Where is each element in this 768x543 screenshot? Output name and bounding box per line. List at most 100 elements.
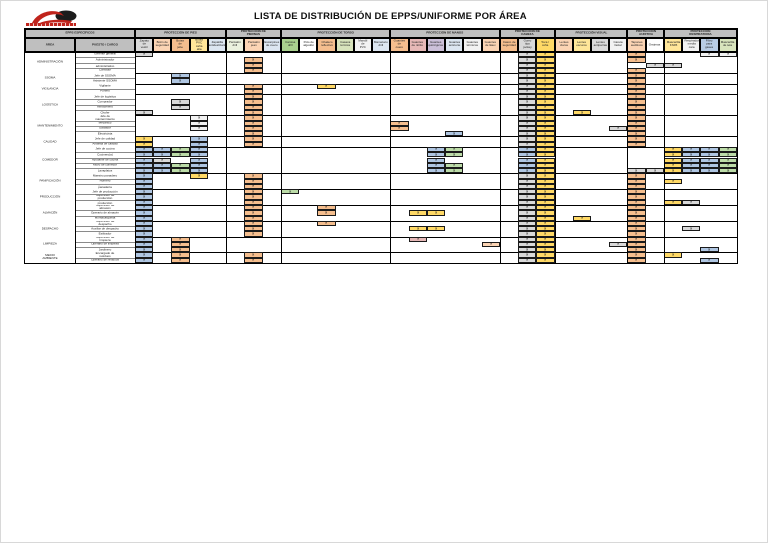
- epp-mark-cell-label: X: [635, 68, 638, 72]
- cargo-cell: Supervisor de limpieza: [75, 236, 135, 242]
- epp-mark-cell-label: X: [143, 158, 146, 162]
- group-header-2: PROTECCIÓN DE PIERNAS: [226, 29, 281, 38]
- cargo-cell-label: Auxiliar de despacho: [91, 227, 119, 231]
- area-cell-11-label: LIMPIEZA: [43, 242, 57, 246]
- epp-mark-cell: X: [244, 110, 263, 116]
- cargo-cell-label: Supervisor de despacho: [95, 220, 115, 227]
- column-header-epp-10-label: Chaleco reflectivo: [320, 41, 333, 48]
- epp-mark-cell-label: X: [252, 190, 255, 194]
- column-header-epp-13: Mameluco drill: [372, 37, 391, 52]
- epp-mark-cell: X: [536, 67, 555, 74]
- epp-mark-cell: X: [408, 210, 427, 216]
- group-header-8-label: PROTECCIÓN RESPIRATORIA: [689, 30, 712, 37]
- group-header-4-label: PROTECCIÓN DE MANOS: [426, 31, 464, 35]
- epp-mark-cell: X: [682, 157, 701, 163]
- epp-mark-cell-label: X: [453, 132, 456, 136]
- epp-mark-cell-label: X: [635, 221, 638, 225]
- epp-mark-cell: X: [682, 199, 701, 205]
- epp-mark-cell-label: X: [252, 211, 255, 215]
- page-title: LISTA DE DISTRIBUCIÓN DE EPPS/UNIFORME P…: [254, 11, 527, 22]
- epp-mark-cell-label: X: [544, 211, 547, 215]
- epp-mark-cell: X: [536, 141, 555, 147]
- cargo-cell: Jefe de calidad: [75, 136, 135, 142]
- epp-mark-cell-label: X: [544, 105, 547, 109]
- epp-mark-cell-label: X: [635, 258, 638, 262]
- column-header-epp-14: Guantes de cuero: [390, 37, 409, 52]
- epp-mark-cell: X: [518, 210, 537, 216]
- epp-mark-cell: X: [518, 152, 537, 158]
- epp-mark-cell-label: X: [544, 179, 547, 183]
- epp-mark-cell: X: [536, 146, 555, 153]
- epp-mark-cell: X: [682, 162, 701, 169]
- epp-mark-cell-label: X: [635, 111, 638, 115]
- area-cell-9-label: ALMACÉN: [42, 211, 58, 215]
- cargo-cell-label: Cocinero(a): [97, 153, 113, 157]
- cargo-cell-label: Operario de limpieza: [91, 242, 119, 246]
- row-line: [75, 120, 135, 122]
- cargo-cell: Operario de producción: [75, 199, 135, 205]
- epp-mark-cell-label: X: [197, 153, 200, 157]
- group-header-1-label: PROTECCIÓN DE PIES: [164, 31, 197, 35]
- cargo-cell-label: Supervisor de producción: [95, 194, 115, 200]
- epp-mark-cell-label: X: [672, 200, 675, 204]
- epp-mark-cell: X: [518, 120, 537, 126]
- epp-mark-cell-label: X: [526, 211, 529, 215]
- column-header-epp-31: Filtro para gases: [700, 37, 719, 52]
- epp-mark-cell: X: [518, 99, 537, 105]
- row-line: [75, 99, 135, 101]
- epp-mark-cell-label: X: [544, 195, 547, 199]
- cargo-cell: Lavaplatos: [75, 168, 135, 174]
- cargo-cell-label: Jefe de SSOMA: [94, 74, 116, 78]
- epp-mark-cell-label: X: [544, 190, 547, 194]
- column-header-epp-0: Zapato de vestir: [135, 37, 154, 52]
- area-cell-3: LOGÍSTICA: [25, 94, 75, 116]
- column-header-epp-24: Lentes oscuros: [572, 37, 591, 52]
- epp-mark-cell-label: X: [544, 100, 547, 104]
- epp-mark-cell: X: [426, 162, 446, 169]
- column-header-epp-30-label: Respirador media cara: [683, 40, 699, 50]
- column-header-epp-23: Lentes claros: [554, 37, 573, 52]
- column-header-epp-22-label: Toca / cofia: [541, 41, 550, 48]
- epp-mark-cell-label: X: [544, 68, 547, 72]
- epp-mark-cell: X: [536, 136, 555, 142]
- epp-mark-cell: X: [536, 241, 555, 248]
- epp-mark-cell-label: X: [635, 206, 638, 210]
- epp-mark-cell: X: [189, 146, 208, 153]
- column-header-epp-29-label: Mascarilla KN95: [666, 41, 680, 48]
- epp-mark-cell-label: X: [179, 147, 182, 151]
- epp-mark-cell: X: [536, 252, 555, 258]
- epp-mark-cell-label: X: [161, 158, 164, 162]
- area-cell-8-label: PRODUCCIÓN: [39, 195, 61, 199]
- epp-mark-cell-label: X: [179, 163, 182, 167]
- epp-mark-cell: X: [189, 120, 208, 126]
- epp-mark-cell: X: [481, 241, 500, 248]
- cargo-cell-label: Supervisor de almacén: [95, 204, 115, 211]
- epp-mark-cell: X: [244, 199, 263, 205]
- epp-mark-cell: X: [171, 252, 190, 258]
- cargo-cell: Administrador: [75, 57, 135, 63]
- epp-mark-cell: X: [153, 162, 172, 169]
- epp-mark-cell-label: X: [434, 169, 437, 173]
- band-separator: [25, 73, 737, 74]
- epp-mark-cell: X: [518, 226, 537, 232]
- area-cell-1-label: SSOMA: [44, 76, 56, 80]
- epp-mark-cell: X: [189, 115, 208, 121]
- epp-mark-cell-label: X: [544, 74, 547, 78]
- column-header-epp-11-label: Casaca térmica: [339, 41, 350, 48]
- epp-mark-cell-label: X: [690, 158, 693, 162]
- column-header-epp-8: Camisa drill: [280, 37, 300, 52]
- epp-mark-cell-label: X: [197, 158, 200, 162]
- epp-mark-cell-label: X: [526, 248, 529, 252]
- group-divider: [499, 29, 501, 263]
- epp-mark-cell-label: X: [252, 95, 255, 99]
- epp-mark-cell: X: [518, 204, 537, 211]
- column-header-epp-18: Guantes térmicos: [463, 37, 482, 52]
- cargo-cell-label: Jefe de producción: [92, 190, 118, 194]
- epp-mark-cell: X: [663, 178, 683, 184]
- epp-mark-cell: X: [536, 62, 555, 68]
- epp-mark-cell-label: X: [526, 169, 529, 173]
- epp-mark-cell-label: X: [544, 63, 547, 67]
- epp-mark-cell-label: X: [544, 206, 547, 210]
- cargo-cell-label: Operario de producción: [97, 199, 113, 205]
- epp-mark-cell: X: [518, 104, 537, 111]
